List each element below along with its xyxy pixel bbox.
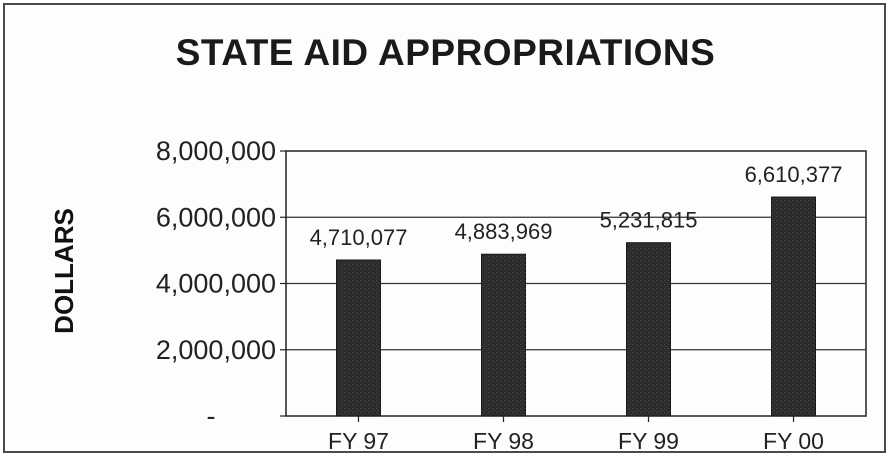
x-category-label: FY 97 — [328, 428, 389, 454]
chart-frame — [3, 3, 886, 453]
bar-4 — [771, 196, 816, 417]
chart-title: STATE AID APPROPRIATIONS — [175, 32, 716, 73]
y-tick-label: 6,000,000 — [156, 202, 276, 232]
bar-value-label: 4,883,969 — [455, 219, 553, 244]
bar-value-label: 4,710,077 — [310, 225, 408, 250]
y-axis-title: DOLLARS — [49, 208, 79, 334]
bar-2 — [481, 253, 526, 417]
y-tick-label: 2,000,000 — [156, 335, 276, 365]
x-category-label: FY 00 — [763, 428, 824, 454]
y-tick-label: 4,000,000 — [156, 269, 276, 299]
bar-value-label: 5,231,815 — [600, 208, 698, 233]
bar-value-label: 6,610,377 — [745, 162, 843, 187]
bar-3 — [626, 242, 671, 417]
bar-1 — [336, 259, 381, 417]
x-category-label: FY 99 — [618, 428, 679, 454]
y-tick-label: 8,000,000 — [156, 136, 276, 166]
y-tick-label: - — [207, 401, 216, 431]
x-category-label: FY 98 — [473, 428, 534, 454]
